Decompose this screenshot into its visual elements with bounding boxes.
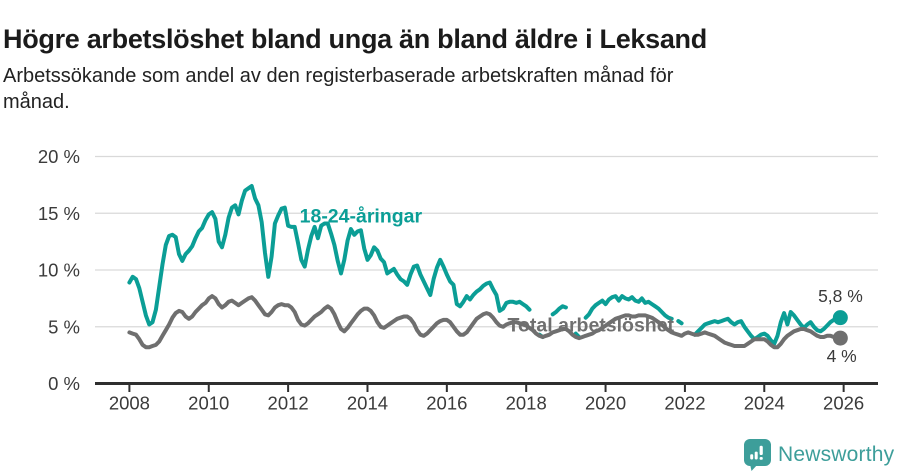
end-value: 5,8 % xyxy=(818,286,863,306)
x-tick-label: 2010 xyxy=(188,393,229,414)
y-tick-label: 5 % xyxy=(48,316,80,337)
x-tick-label: 2020 xyxy=(585,393,626,414)
y-tick-label: 10 % xyxy=(38,260,80,281)
axes: 2008 2010 2012 2014 2016 2018 2020 2022 2024 2026… xyxy=(38,146,878,414)
unemployment-line-chart: 2008 2010 2012 2014 2016 2018 2020 2022 2024 2026… xyxy=(38,146,878,414)
series-end-dot xyxy=(832,310,848,326)
x-tick-label: 2026 xyxy=(823,393,864,414)
x-tick-label: 2014 xyxy=(347,393,388,414)
end-value: 4 % xyxy=(827,346,857,366)
x-tick-label: 2012 xyxy=(268,393,309,414)
series-end-dot xyxy=(832,330,848,346)
line-series xyxy=(550,304,568,317)
gridlines xyxy=(95,155,878,328)
x-tick-label: 2016 xyxy=(426,393,467,414)
y-tick-label: 15 % xyxy=(38,203,80,224)
annotations: 18-24-åringar Total arbetslöshet 5,8 % 4 % xyxy=(300,204,863,366)
subtitle-line-1: Arbetssökande som andel av den registerb… xyxy=(3,65,674,87)
y-tick-label: 0 % xyxy=(48,373,80,394)
x-tick-label: 2022 xyxy=(664,393,705,414)
newsworthy-logo-icon xyxy=(744,439,771,471)
line-series xyxy=(583,294,674,321)
line-series xyxy=(676,319,684,326)
line-series xyxy=(127,184,532,327)
x-tick-label: 2018 xyxy=(506,393,547,414)
page-title: Högre arbetslöshet bland unga än bland ä… xyxy=(3,24,707,55)
line-series xyxy=(127,294,843,350)
data-series xyxy=(127,184,848,350)
x-tick-label: 2008 xyxy=(109,393,150,414)
newsworthy-logo-text: Newsworthy xyxy=(778,443,895,466)
chart-subtitle: Arbetssökande som andel av den registerb… xyxy=(3,63,843,116)
series-label: 18-24-åringar xyxy=(300,204,423,227)
line-series xyxy=(692,310,843,346)
x-tick-label: 2024 xyxy=(744,393,785,414)
series-label: Total arbetslöshet xyxy=(508,314,675,336)
y-tick-label: 20 % xyxy=(38,146,80,167)
subtitle-line-2: månad. xyxy=(3,91,70,114)
newsworthy-logo[interactable]: Newsworthy xyxy=(744,439,894,471)
